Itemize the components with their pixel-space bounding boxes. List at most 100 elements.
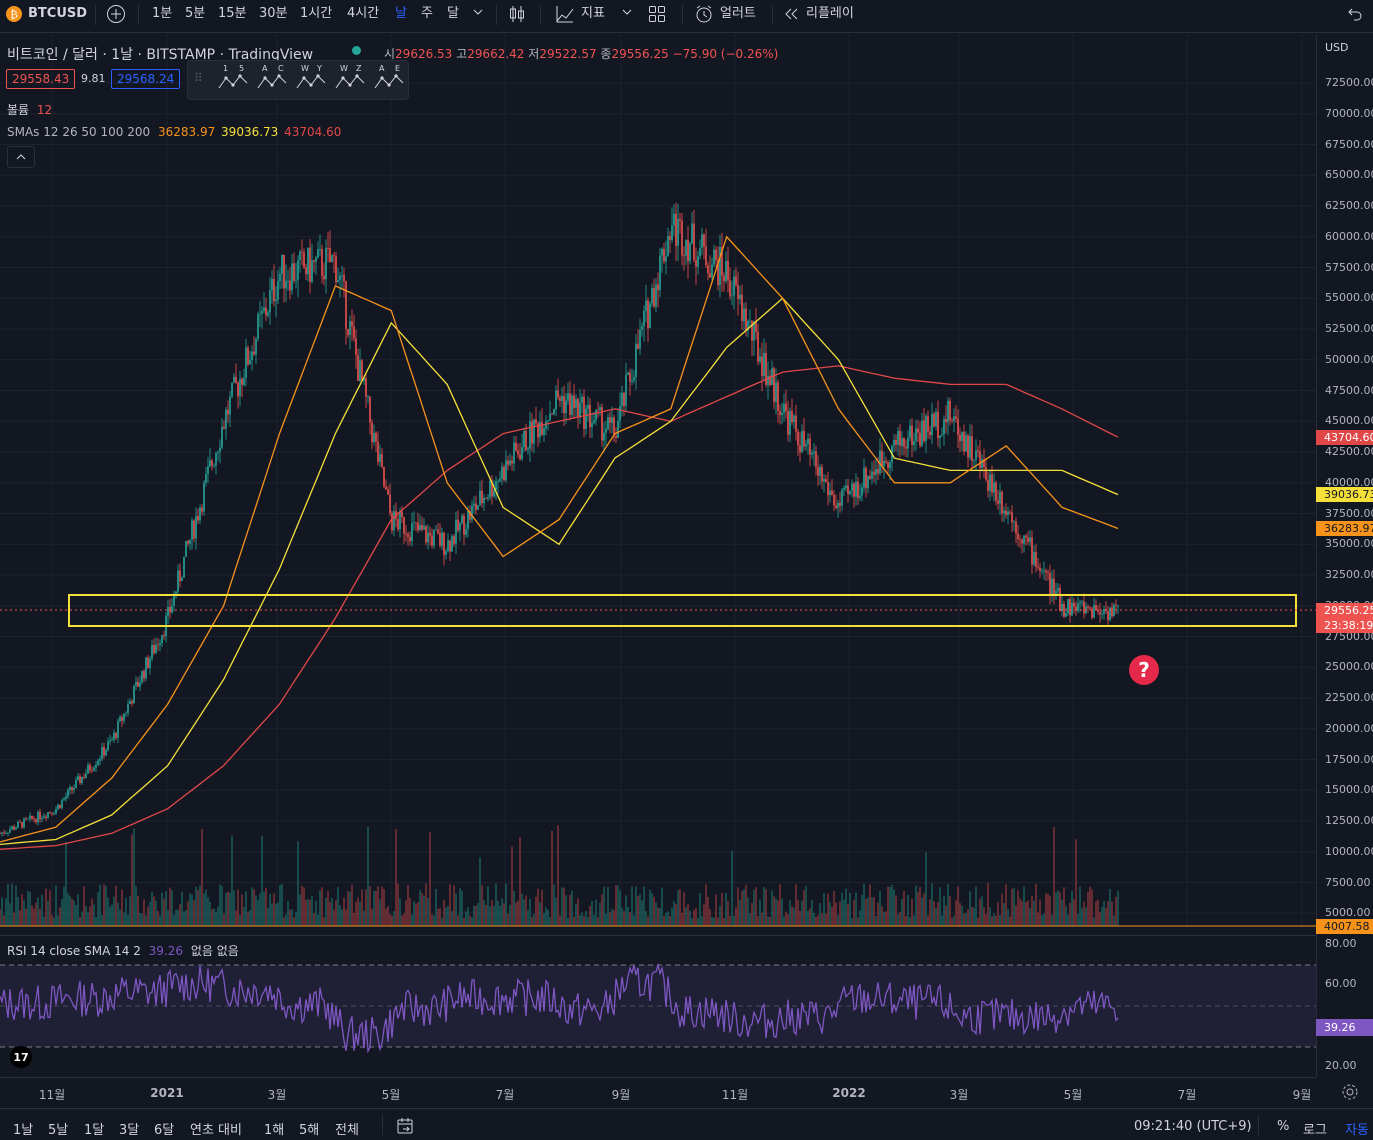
drag-handle-icon[interactable]: ⠿ xyxy=(194,71,203,85)
volume-bar xyxy=(1097,899,1099,926)
chevron-down-icon[interactable] xyxy=(622,0,632,28)
settings-gear-icon[interactable] xyxy=(1341,1083,1359,1105)
candle-body xyxy=(985,467,987,480)
range-button[interactable]: 1해 xyxy=(264,1123,285,1138)
candle-body xyxy=(107,741,109,751)
price-tick-label: 37500.00 xyxy=(1325,506,1373,520)
volume-bar xyxy=(109,906,111,926)
range-button[interactable]: 5해 xyxy=(299,1123,320,1138)
clock-timezone[interactable]: 09:21:40 (UTC+9) xyxy=(1134,1119,1252,1134)
interval-5m[interactable]: 5분 xyxy=(185,6,206,21)
volume-bar xyxy=(617,885,619,926)
candle-body xyxy=(545,421,547,429)
interval-4h[interactable]: 4시간 xyxy=(347,6,380,21)
volume-bar xyxy=(17,896,19,926)
candle-body xyxy=(375,432,377,442)
indicators-icon[interactable] xyxy=(555,0,575,28)
sma100-line[interactable] xyxy=(0,297,1119,846)
symbol-search[interactable]: BTCUSD xyxy=(28,6,88,21)
range-button[interactable]: 1날 xyxy=(13,1123,34,1138)
indicators-button[interactable]: 지표 xyxy=(581,6,605,21)
add-compare-icon[interactable] xyxy=(106,0,126,28)
candle-body xyxy=(857,481,859,499)
rsi-pane[interactable] xyxy=(0,935,1316,1077)
volume-bar xyxy=(551,830,553,926)
candle-body xyxy=(431,535,433,546)
candle-body xyxy=(869,476,871,479)
candle-body xyxy=(319,248,321,250)
candle-body xyxy=(581,396,583,403)
candle-body xyxy=(315,257,317,262)
alert-button[interactable]: 얼러트 xyxy=(720,6,756,21)
candle-body xyxy=(403,517,405,534)
tradingview-logo[interactable]: 17 xyxy=(6,1046,36,1068)
interval-1w[interactable]: 주 xyxy=(421,6,433,21)
candle-body xyxy=(865,467,867,489)
candle-body xyxy=(647,300,649,329)
interval-1M[interactable]: 달 xyxy=(447,6,459,21)
layout-grid-icon[interactable] xyxy=(648,0,666,28)
interval-1h[interactable]: 1시간 xyxy=(300,6,333,21)
candlestick-type-icon[interactable] xyxy=(508,0,526,28)
candle-body xyxy=(759,356,761,362)
candle-body xyxy=(259,313,261,315)
candle-body xyxy=(17,821,19,828)
sma-legend: SMAs 12 26 50 100 200 36283.97 39036.73 … xyxy=(7,125,342,139)
volume-bar xyxy=(203,893,205,926)
volume-bar xyxy=(623,911,625,926)
candle-body xyxy=(843,488,845,490)
range-button[interactable]: 6달 xyxy=(154,1123,175,1138)
buy-price-button[interactable]: 29568.24 xyxy=(111,69,181,89)
candle-body xyxy=(299,251,301,261)
volume-bar xyxy=(93,904,95,926)
candle-body xyxy=(591,423,593,428)
volume-bar xyxy=(513,890,515,926)
interval-1d[interactable]: 날 xyxy=(395,6,407,21)
candle-body xyxy=(1099,611,1101,615)
candle-body xyxy=(921,420,923,446)
candle-body xyxy=(709,273,711,278)
range-button[interactable]: 1달 xyxy=(84,1123,105,1138)
sma200-line[interactable] xyxy=(0,365,1119,850)
chevron-down-icon[interactable] xyxy=(473,0,483,28)
volume-bar xyxy=(1115,896,1117,926)
sell-price-button[interactable]: 29558.43 xyxy=(6,69,76,89)
candle-body xyxy=(175,591,177,594)
volume-bar xyxy=(459,888,461,926)
interval-30m[interactable]: 30분 xyxy=(259,6,288,21)
candle-body xyxy=(503,466,505,481)
candle-body xyxy=(1069,599,1071,616)
time-axis[interactable]: 11월 2021 3월 5월 7월 9월 11월 2022 3월 5월 7월 9월 xyxy=(0,1077,1316,1108)
log-scale-toggle[interactable]: 로그 xyxy=(1303,1123,1327,1138)
sma50-line[interactable] xyxy=(0,235,1119,843)
currency-label[interactable]: USD xyxy=(1325,41,1349,54)
collapse-legend-button[interactable] xyxy=(7,146,35,168)
interval-15m[interactable]: 15분 xyxy=(218,6,247,21)
price-chart[interactable]: ? xyxy=(0,35,1316,930)
candle-body xyxy=(0,833,1,835)
percent-scale-toggle[interactable]: % xyxy=(1277,1119,1290,1134)
alarm-clock-icon[interactable] xyxy=(694,0,714,28)
range-button[interactable]: 5날 xyxy=(48,1123,69,1138)
range-button[interactable]: 3달 xyxy=(119,1123,140,1138)
goto-date-icon[interactable] xyxy=(396,1117,414,1139)
candle-body xyxy=(605,429,607,433)
replay-button[interactable]: 리플레이 xyxy=(806,6,854,21)
candle-body xyxy=(643,310,645,327)
volume-bar xyxy=(537,888,539,926)
undo-icon[interactable] xyxy=(1347,0,1363,28)
candle-body xyxy=(489,481,491,498)
candle-body xyxy=(19,821,21,823)
replay-icon[interactable] xyxy=(783,0,799,28)
auto-scale-toggle[interactable]: 자동 xyxy=(1345,1123,1369,1138)
range-button[interactable]: 연초 대비 xyxy=(190,1123,242,1138)
volume-bar xyxy=(487,886,489,926)
interval-1m[interactable]: 1분 xyxy=(152,6,173,21)
range-button[interactable]: 전체 xyxy=(335,1123,359,1138)
